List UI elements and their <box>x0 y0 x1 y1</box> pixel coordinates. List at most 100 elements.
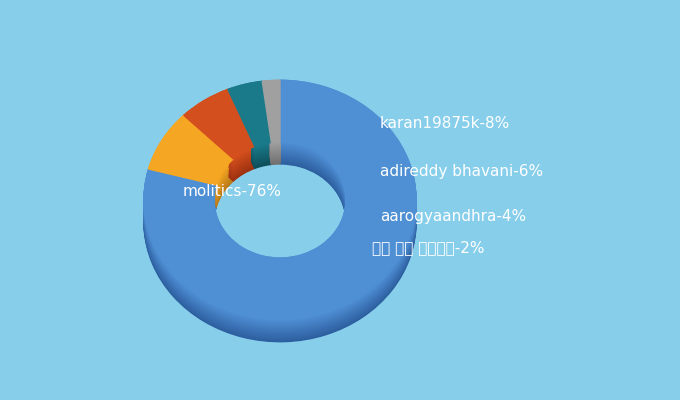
Wedge shape <box>262 102 280 164</box>
Wedge shape <box>149 120 233 189</box>
Wedge shape <box>149 136 233 205</box>
Wedge shape <box>228 97 271 162</box>
Wedge shape <box>144 86 416 326</box>
Wedge shape <box>144 102 416 341</box>
Wedge shape <box>149 130 233 199</box>
Wedge shape <box>262 92 280 154</box>
Wedge shape <box>144 90 416 329</box>
Wedge shape <box>262 89 280 151</box>
Wedge shape <box>144 89 416 328</box>
Wedge shape <box>149 123 233 193</box>
Wedge shape <box>262 86 280 148</box>
Wedge shape <box>184 100 255 170</box>
Wedge shape <box>262 98 280 160</box>
Wedge shape <box>149 126 233 196</box>
Wedge shape <box>228 82 271 147</box>
Wedge shape <box>262 83 280 145</box>
Wedge shape <box>144 99 416 338</box>
Wedge shape <box>144 100 416 339</box>
Wedge shape <box>144 91 416 330</box>
Wedge shape <box>149 128 233 198</box>
Wedge shape <box>228 92 271 157</box>
Wedge shape <box>149 137 233 207</box>
Wedge shape <box>262 100 280 163</box>
Wedge shape <box>184 112 255 181</box>
Wedge shape <box>184 96 255 166</box>
Wedge shape <box>149 133 233 202</box>
Text: adireddy bhavani-6%: adireddy bhavani-6% <box>380 164 543 180</box>
Wedge shape <box>149 130 233 200</box>
Wedge shape <box>228 86 271 151</box>
Wedge shape <box>262 80 280 142</box>
Wedge shape <box>144 83 416 322</box>
Wedge shape <box>262 86 280 148</box>
Wedge shape <box>149 135 233 204</box>
Wedge shape <box>262 82 280 144</box>
Wedge shape <box>262 85 280 147</box>
Text: డి కే అరుణ-2%: డి కే అరుణ-2% <box>372 240 484 256</box>
Wedge shape <box>228 99 271 164</box>
Wedge shape <box>228 87 271 152</box>
Wedge shape <box>262 102 280 164</box>
Wedge shape <box>144 92 416 331</box>
Wedge shape <box>144 97 416 336</box>
Wedge shape <box>184 94 255 163</box>
Wedge shape <box>144 86 416 325</box>
Wedge shape <box>184 110 255 179</box>
Wedge shape <box>228 101 271 166</box>
Wedge shape <box>149 132 233 202</box>
Wedge shape <box>149 115 233 185</box>
Wedge shape <box>144 85 416 324</box>
Wedge shape <box>149 119 233 188</box>
Wedge shape <box>262 99 280 161</box>
Wedge shape <box>149 136 233 206</box>
Wedge shape <box>184 98 255 168</box>
Text: aarogyaandhra-4%: aarogyaandhra-4% <box>380 208 526 224</box>
Wedge shape <box>262 84 280 146</box>
Wedge shape <box>228 81 271 146</box>
Wedge shape <box>184 103 255 172</box>
Wedge shape <box>144 95 416 335</box>
Wedge shape <box>144 87 416 327</box>
Wedge shape <box>228 91 271 156</box>
Wedge shape <box>149 122 233 191</box>
Wedge shape <box>228 102 271 166</box>
Wedge shape <box>262 91 280 153</box>
Wedge shape <box>184 110 255 180</box>
Wedge shape <box>262 94 280 156</box>
Wedge shape <box>144 81 416 320</box>
Wedge shape <box>262 81 280 143</box>
Wedge shape <box>184 99 255 169</box>
Wedge shape <box>228 83 271 148</box>
Wedge shape <box>149 125 233 195</box>
Wedge shape <box>144 88 416 328</box>
Wedge shape <box>262 88 280 150</box>
Wedge shape <box>184 90 255 159</box>
Wedge shape <box>144 93 416 332</box>
Wedge shape <box>228 90 271 155</box>
Wedge shape <box>144 80 416 320</box>
Wedge shape <box>144 100 416 340</box>
Wedge shape <box>149 116 233 186</box>
Wedge shape <box>149 127 233 196</box>
Wedge shape <box>228 98 271 163</box>
Wedge shape <box>184 104 255 174</box>
Wedge shape <box>184 109 255 178</box>
Wedge shape <box>144 80 416 320</box>
Wedge shape <box>184 95 255 164</box>
Wedge shape <box>262 90 280 152</box>
Wedge shape <box>262 87 280 150</box>
Wedge shape <box>228 100 271 165</box>
Wedge shape <box>149 122 233 192</box>
Wedge shape <box>149 121 233 190</box>
Wedge shape <box>149 117 233 187</box>
Wedge shape <box>149 118 233 188</box>
Text: karan19875k-8%: karan19875k-8% <box>380 116 510 132</box>
Wedge shape <box>184 92 255 162</box>
Wedge shape <box>144 98 416 337</box>
Wedge shape <box>228 89 271 154</box>
Wedge shape <box>228 88 271 153</box>
Wedge shape <box>228 96 271 161</box>
Wedge shape <box>262 93 280 155</box>
Wedge shape <box>228 88 271 152</box>
